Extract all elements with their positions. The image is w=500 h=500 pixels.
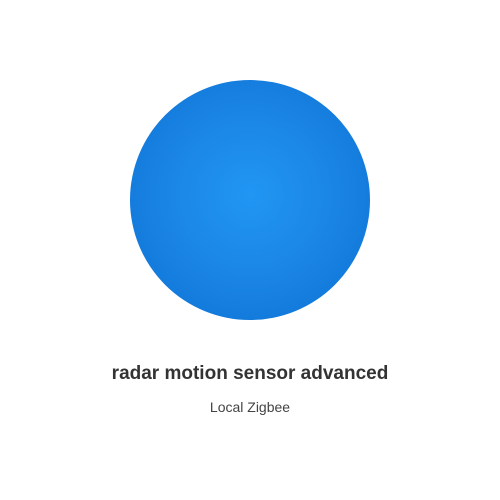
device-name: radar motion sensor advanced	[111, 363, 389, 384]
device-image	[130, 80, 370, 320]
device-integration-label: Local Zigbee	[209, 399, 291, 415]
